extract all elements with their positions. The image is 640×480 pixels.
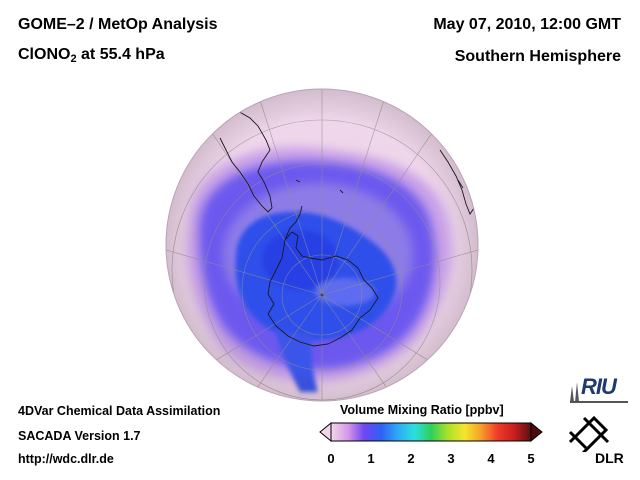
dlr-logo (568, 415, 610, 452)
riu-logo (570, 382, 628, 403)
globe-outline (165, 88, 479, 402)
species-name: ClONO (18, 46, 71, 63)
dlr-logo-text: DLR (595, 450, 624, 466)
colorbar (319, 421, 543, 443)
colorbar-tick-label: 5 (527, 451, 535, 466)
colorbar-tick-label: 2 (407, 451, 415, 466)
footer-url[interactable]: http://wdc.dlr.de (18, 452, 114, 466)
colorbar-bar (330, 422, 532, 442)
colorbar-high-arrow (530, 421, 543, 443)
species-subscript: 2 (70, 53, 77, 65)
map-subtitle: ClONO2 at 55.4 hPa (18, 46, 165, 65)
riu-logo-text: RIU (581, 374, 617, 399)
colorbar-tick-label: 4 (487, 451, 495, 466)
footer-method: 4DVar Chemical Data Assimilation (18, 404, 221, 418)
colorbar-tick-label: 0 (327, 451, 335, 466)
colorbar-tick-label: 1 (367, 451, 375, 466)
colorbar-title: Volume Mixing Ratio [ppbv] (340, 403, 504, 417)
analysis-datetime: May 07, 2010, 12:00 GMT (433, 16, 621, 33)
pressure-level: at 55.4 hPa (81, 46, 165, 63)
colorbar-tick-label: 3 (447, 451, 455, 466)
colorbar-low-arrow (319, 421, 332, 443)
hemisphere-label: Southern Hemisphere (454, 48, 621, 65)
footer-version: SACADA Version 1.7 (18, 429, 141, 443)
map-title: GOME–2 / MetOp Analysis (18, 16, 218, 33)
